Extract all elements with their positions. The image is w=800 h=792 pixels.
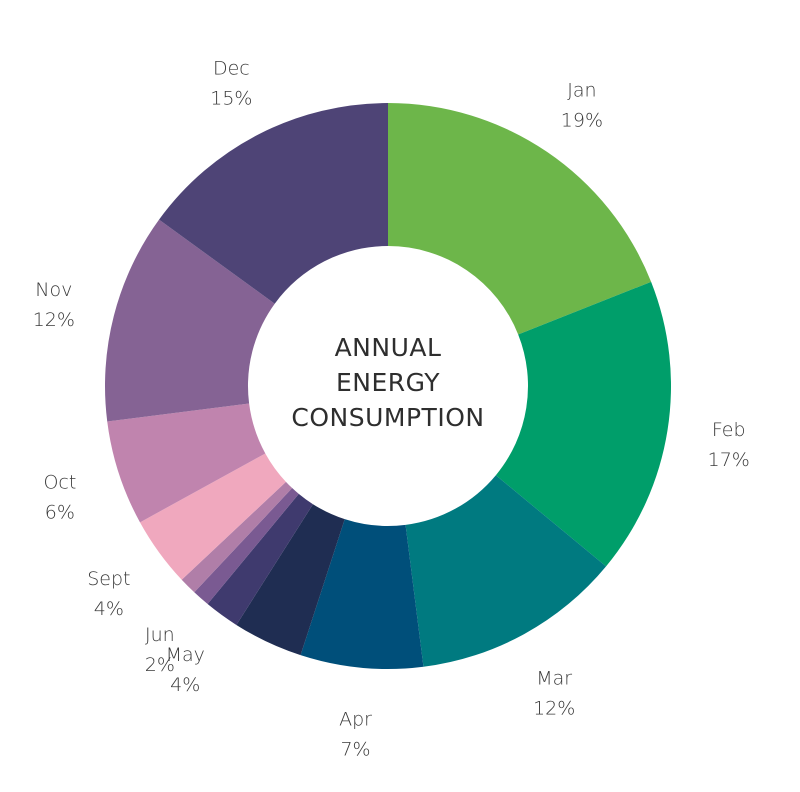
labels-group: Jan 19% Feb 17% Mar 12% Apr 7% May 4% Jun 2% Sept 4% O… (33, 58, 750, 761)
slice-label-nov: Nov (35, 279, 72, 301)
slice-label-jun: Jun (145, 624, 175, 646)
slice-value-mar: 12% (533, 697, 575, 719)
slice-sept (140, 453, 286, 580)
slice-value-may: 4% (170, 674, 200, 696)
center-title-line-2: ENERGY (336, 368, 440, 397)
slice-value-apr: 7% (340, 738, 370, 760)
slice-label-may: May (166, 644, 205, 666)
slice-label-mar: Mar (536, 667, 572, 689)
slice-label-dec: Dec (213, 58, 250, 80)
slice-value-dec: 15% (210, 88, 252, 110)
slice-jan (388, 103, 652, 335)
slice-value-nov: 12% (33, 309, 75, 331)
slice-jun (194, 488, 299, 605)
slice-label-jan: Jan (567, 80, 596, 102)
slice-nov (104, 219, 275, 422)
slice-label-feb: Feb (712, 419, 746, 441)
center-title-line-3: CONSUMPTION (291, 403, 484, 432)
slice-value-oct: 6% (45, 502, 75, 524)
slice-unlabeled-7 (181, 481, 293, 593)
slice-oct (107, 403, 266, 523)
slices-group (104, 103, 671, 669)
slice-label-apr: Apr (339, 708, 372, 730)
slice-mar (405, 475, 607, 667)
slice-dec (159, 103, 388, 304)
slice-value-jan: 19% (561, 110, 603, 132)
slice-value-feb: 17% (708, 449, 750, 471)
slice-value-sept: 4% (94, 598, 124, 620)
slice-feb (495, 281, 671, 567)
slice-label-sept: Sept (87, 568, 130, 590)
slice-apr (300, 519, 424, 669)
slice-value-jun: 2% (145, 654, 175, 676)
slice-may (207, 493, 313, 625)
center-title-line-1: ANNUAL (335, 333, 442, 362)
slice-unlabeled-4 (236, 504, 345, 656)
slice-label-oct: Oct (43, 472, 76, 494)
